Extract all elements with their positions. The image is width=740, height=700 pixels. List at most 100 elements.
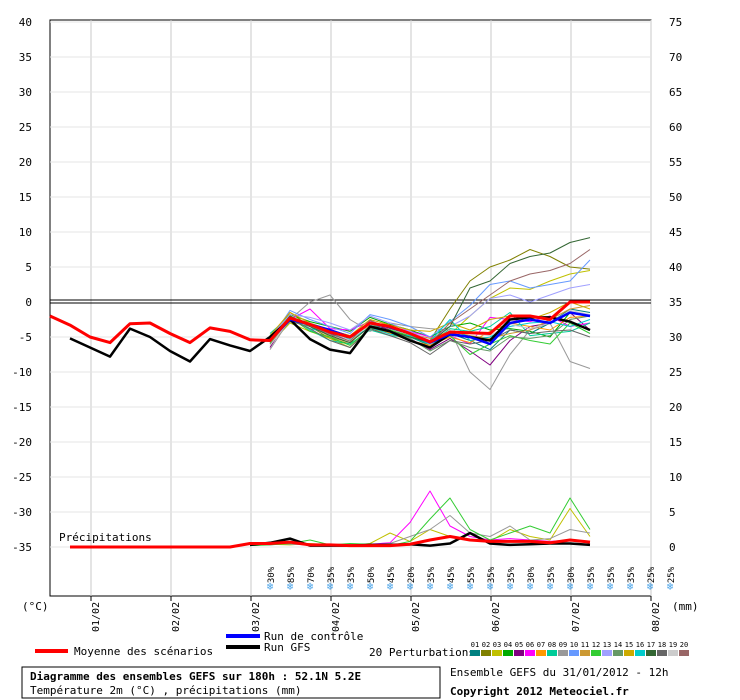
snowflake-icon: ❄ <box>387 580 394 593</box>
x-date-label: 01/02 <box>91 602 102 632</box>
copyright-label: Copyright 2012 Meteociel.fr <box>450 685 629 698</box>
chart-grid <box>49 19 652 601</box>
legend: Moyenne des scénarios Run de contrôle Ru… <box>35 630 689 659</box>
y-tick-label-left: -20 <box>12 436 32 449</box>
legend-perturbation-number: 17 <box>647 641 655 649</box>
snowflake-icon: ❄ <box>287 580 294 593</box>
legend-perturbation-number: 13 <box>603 641 611 649</box>
y-tick-label-right: 10 <box>669 471 682 484</box>
y-tick-label-right: 75 <box>669 16 682 29</box>
snow-probability-label: 30% <box>567 566 577 583</box>
snowflake-icon: ❄ <box>567 580 574 593</box>
legend-perturbation-number: 09 <box>559 641 567 649</box>
snowflake-icon: ❄ <box>527 580 534 593</box>
y-axis-left-unit: (°C) <box>22 600 49 613</box>
snow-probability-label: 35% <box>327 566 337 583</box>
y-tick-label-left: -35 <box>12 541 32 554</box>
legend-perturbation-number: 12 <box>592 641 600 649</box>
legend-perturbation-swatch <box>624 650 634 656</box>
y-tick-label-right: 40 <box>669 261 682 274</box>
y-tick-label-right: 0 <box>669 541 676 554</box>
snowflake-icon: ❄ <box>607 580 614 593</box>
legend-perturbation-swatch <box>569 650 579 656</box>
y-tick-label-right: 15 <box>669 436 682 449</box>
mean-line <box>49 300 590 345</box>
y-tick-label-left: 15 <box>19 191 32 204</box>
snowflake-icon: ❄ <box>627 580 634 593</box>
legend-gfs-label: Run GFS <box>264 641 310 654</box>
info-box <box>21 666 441 699</box>
legend-perturbation-number: 03 <box>493 641 501 649</box>
y-tick-label-right: 35 <box>669 296 682 309</box>
snow-probability-label: 30% <box>267 566 277 583</box>
legend-perturbation-swatch <box>536 650 546 656</box>
y-tick-label-left: -15 <box>12 401 32 414</box>
y-tick-label-right: 25 <box>669 366 682 379</box>
snow-probability-label: 70% <box>307 566 317 583</box>
y-tick-label-left: 30 <box>19 86 32 99</box>
snowflake-icon: ❄ <box>347 580 354 593</box>
precipitation-label: Précipitations <box>59 531 152 544</box>
snowflake-icon: ❄ <box>307 580 314 593</box>
x-date-label: 06/02 <box>491 602 502 632</box>
legend-perturbation-number: 16 <box>636 641 644 649</box>
y-tick-label-left: -10 <box>12 366 32 379</box>
legend-perturbation-number: 05 <box>515 641 523 649</box>
snowflake-icon: ❄ <box>367 580 374 593</box>
x-date-label: 05/02 <box>411 602 422 632</box>
y-tick-label-right: 65 <box>669 86 682 99</box>
snow-probability-label: 35% <box>607 566 617 583</box>
legend-perturbation-number: 10 <box>570 641 578 649</box>
legend-perturbation-number: 06 <box>526 641 534 649</box>
y-tick-label-right: 30 <box>669 331 682 344</box>
legend-perturbation-swatch <box>679 650 689 656</box>
snow-probability-row: ❄30%❄85%❄70%❄35%❄35%❄50%❄45%❄20%❄35%❄45%… <box>267 566 677 593</box>
legend-perturbation-swatch <box>481 650 491 656</box>
legend-perturbation-number: 02 <box>482 641 490 649</box>
snowflake-icon: ❄ <box>327 580 334 593</box>
snowflake-icon: ❄ <box>647 580 654 593</box>
perturbation-line <box>269 294 591 390</box>
y-tick-label-left: -30 <box>12 506 32 519</box>
gfs-line <box>69 316 591 363</box>
snow-probability-label: 35% <box>547 566 557 583</box>
legend-perturbation-swatch <box>602 650 612 656</box>
legend-controle-label: Run de contrôle <box>264 630 363 643</box>
legend-perturbation-swatch <box>503 650 513 656</box>
perturbation-line <box>269 319 591 355</box>
legend-perturbation-swatch <box>613 650 623 656</box>
ensemble-run-label: Ensemble GEFS du 31/01/2012 - 12h <box>450 666 669 679</box>
chart-subtitle: Température 2m (°C) , précipitations (mm… <box>30 684 302 697</box>
main-series <box>49 300 591 549</box>
legend-perturbation-swatch <box>514 650 524 656</box>
legend-moyenne-label: Moyenne des scénarios <box>74 645 213 658</box>
legend-perturbation-swatch <box>558 650 568 656</box>
legend-perturbation-swatch <box>646 650 656 656</box>
legend-perturbation-swatch <box>492 650 502 656</box>
y-tick-label-left: 35 <box>19 51 32 64</box>
snow-probability-label: 50% <box>367 566 377 583</box>
legend-perturbations-label: 20 Perturbations <box>369 646 475 659</box>
x-date-label: 08/02 <box>651 602 662 632</box>
y-tick-label-left: 25 <box>19 121 32 134</box>
snowflake-icon: ❄ <box>427 580 434 593</box>
legend-perturbation-number: 19 <box>669 641 677 649</box>
legend-perturbation-number: 04 <box>504 641 512 649</box>
legend-perturbation-number: 15 <box>625 641 633 649</box>
legend-perturbation-swatch <box>668 650 678 656</box>
x-date-label: 02/02 <box>171 602 182 632</box>
y-tick-label-left: -5 <box>19 331 32 344</box>
snow-probability-label: 35% <box>627 566 637 583</box>
legend-perturbation-swatch <box>580 650 590 656</box>
snow-probability-label: 45% <box>387 566 397 583</box>
y-tick-label-left: 0 <box>25 296 32 309</box>
legend-perturbation-swatch <box>525 650 535 656</box>
legend-perturbation-number: 18 <box>658 641 666 649</box>
snow-probability-label: 35% <box>347 566 357 583</box>
legend-perturbation-swatch <box>547 650 557 656</box>
y-tick-label-right: 20 <box>669 401 682 414</box>
y-tick-label-right: 70 <box>669 51 682 64</box>
snow-probability-label: 35% <box>487 566 497 583</box>
snow-probability-label: 25% <box>647 566 657 583</box>
